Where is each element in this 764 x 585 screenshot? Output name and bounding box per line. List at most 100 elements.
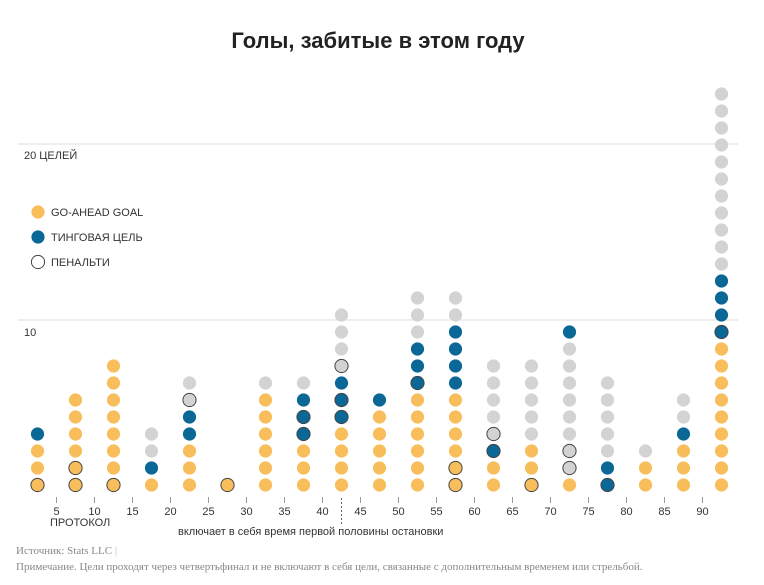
other-goal-dot [714, 104, 729, 118]
ahead-goal-dot [676, 444, 691, 458]
x-tick-label: 60 [468, 506, 480, 518]
other-goal-dot [486, 376, 501, 390]
penalty-ahead-goal-dot [106, 477, 121, 493]
tying-goal-dot [182, 427, 197, 441]
ahead-goal-dot [714, 478, 729, 492]
ahead-goal-dot [638, 461, 653, 475]
penalty-ahead-goal-dot [68, 477, 83, 493]
footnote: Примечание. Цели проходят через четверть… [16, 561, 643, 573]
ahead-goal-dot [410, 393, 425, 407]
ahead-goal-dot [258, 444, 273, 458]
x-tick-label: 10 [88, 506, 100, 518]
x-tick-label: 30 [240, 506, 252, 518]
other-goal-dot [524, 359, 539, 373]
ahead-goal-dot [296, 478, 311, 492]
tying-goal-dot [600, 461, 615, 475]
tying-goal-dot [714, 291, 729, 305]
ahead-goal-dot [106, 427, 121, 441]
other-goal-dot [600, 427, 615, 441]
other-goal-dot [486, 410, 501, 424]
x-tick-label: 35 [278, 506, 290, 518]
other-goal-dot [334, 325, 349, 339]
other-goal-dot [714, 257, 729, 271]
ahead-goal-dot [258, 410, 273, 424]
ahead-goal-dot [486, 461, 501, 475]
ahead-goal-dot [410, 478, 425, 492]
ahead-goal-dot [144, 478, 159, 492]
penalty-tying-goal-dot [486, 443, 501, 459]
penalty-tying-goal-dot [296, 426, 311, 442]
ahead-goal-dot [372, 461, 387, 475]
x-tick-label: 70 [544, 506, 556, 518]
other-goal-dot [562, 376, 577, 390]
other-goal-dot [638, 444, 653, 458]
ahead-goal-dot [410, 410, 425, 424]
penalty-other-goal-dot [334, 358, 349, 374]
ahead-goal-dot [258, 478, 273, 492]
other-goal-dot [562, 393, 577, 407]
tying-goal-dot [372, 393, 387, 407]
other-goal-dot [676, 393, 691, 407]
penalty-tying-goal-dot [600, 477, 615, 493]
other-goal-dot [562, 427, 577, 441]
x-tick-label: 20 [164, 506, 176, 518]
penalty-tying-goal-dot [296, 409, 311, 425]
ahead-goal-dot [486, 478, 501, 492]
ahead-goal-dot [524, 461, 539, 475]
ahead-goal-dot [30, 461, 45, 475]
ahead-goal-dot [448, 393, 463, 407]
other-goal-dot [676, 410, 691, 424]
ahead-goal-dot [372, 410, 387, 424]
penalty-tying-goal-dot [410, 375, 425, 391]
other-goal-dot [562, 342, 577, 356]
other-goal-dot [448, 291, 463, 305]
penalty-ahead-goal-dot [220, 477, 235, 493]
penalty-ahead-goal-dot [448, 477, 463, 493]
tying-goal-dot [714, 274, 729, 288]
ahead-goal-dot [372, 444, 387, 458]
other-goal-dot [334, 308, 349, 322]
other-goal-dot [410, 325, 425, 339]
ahead-goal-dot [448, 444, 463, 458]
ahead-goal-dot [68, 393, 83, 407]
other-goal-dot [600, 376, 615, 390]
ahead-goal-dot [106, 393, 121, 407]
ahead-goal-dot [448, 427, 463, 441]
ahead-goal-dot [334, 427, 349, 441]
penalty-other-goal-dot [182, 392, 197, 408]
ahead-goal-dot [106, 410, 121, 424]
chart-title: Голы, забитые в этом году [231, 28, 525, 53]
other-goal-dot [714, 172, 729, 186]
ahead-goal-dot [676, 478, 691, 492]
x-tick-label: 65 [506, 506, 518, 518]
ahead-goal-dot [714, 444, 729, 458]
other-goal-dot [524, 393, 539, 407]
other-goal-dot [486, 359, 501, 373]
ahead-goal-dot [106, 359, 121, 373]
penalty-ahead-goal-dot [448, 460, 463, 476]
ahead-goal-dot [68, 444, 83, 458]
ahead-goal-dot [410, 461, 425, 475]
tying-goal-dot [448, 342, 463, 356]
tying-goal-dot [410, 359, 425, 373]
other-goal-dot [144, 427, 159, 441]
ahead-goal-dot [258, 461, 273, 475]
penalty-other-goal-dot [486, 426, 501, 442]
legend-label-tying: ТИНГОВАЯ ЦЕЛЬ [51, 232, 143, 244]
ahead-goal-dot [182, 478, 197, 492]
penalty-ahead-goal-dot [30, 477, 45, 493]
ahead-goal-dot [714, 376, 729, 390]
ahead-goal-dot [334, 478, 349, 492]
tying-goal-dot [448, 325, 463, 339]
tying-goal-dot [448, 359, 463, 373]
penalty-tying-goal-dot [334, 409, 349, 425]
other-goal-dot [600, 410, 615, 424]
other-goal-dot [714, 121, 729, 135]
ahead-goal-dot [714, 393, 729, 407]
other-goal-dot [334, 342, 349, 356]
penalty-tying-goal-dot [334, 392, 349, 408]
ahead-goal-dot [258, 427, 273, 441]
tying-goal-dot [676, 427, 691, 441]
other-goal-dot [524, 410, 539, 424]
penalty-ahead-goal-dot [524, 477, 539, 493]
